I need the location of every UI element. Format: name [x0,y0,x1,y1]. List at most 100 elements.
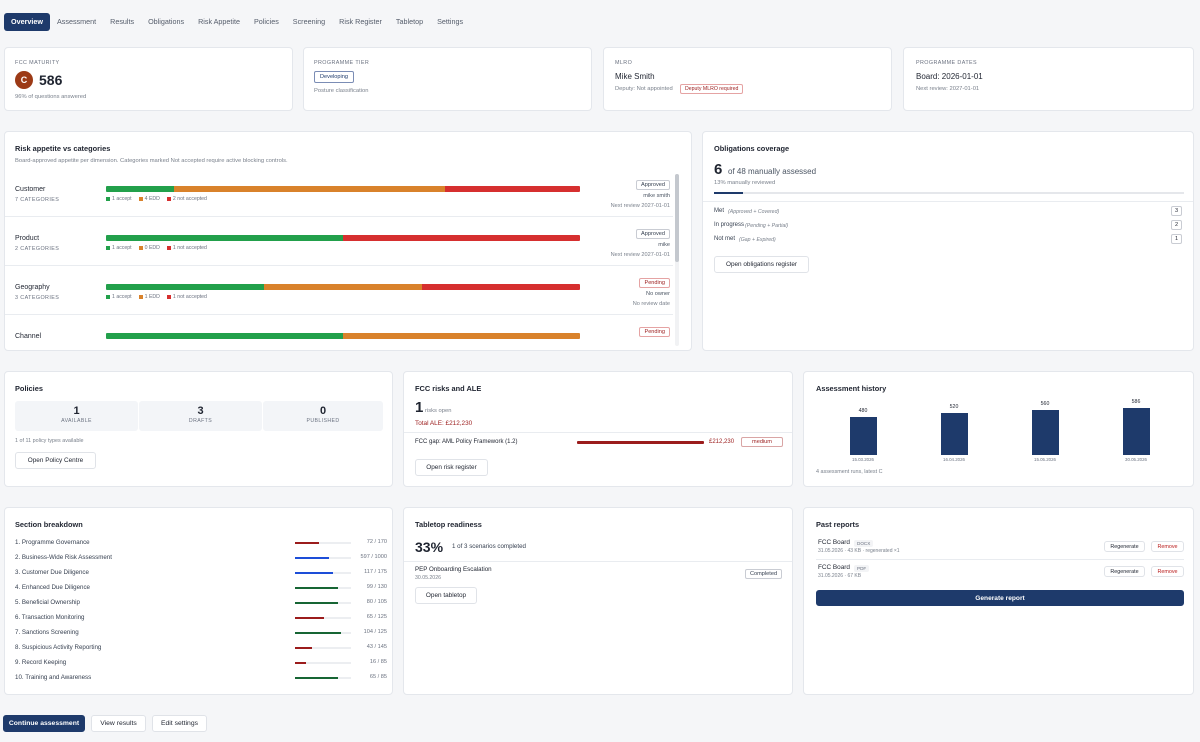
tab-overview[interactable]: Overview [4,13,50,31]
maturity-avatar: C [15,71,33,89]
legend-swatch [138,245,143,250]
legend-item: 1 accept [106,245,132,251]
legend-item: 1 accept [106,294,132,300]
section-progress-fill [295,647,312,649]
risk-appetite-scrollbar[interactable] [675,174,679,346]
legend-item: 2 not accepted [166,196,207,202]
tab-tabletop[interactable]: Tabletop [395,17,424,26]
section-score: 117 / 175 [364,569,387,575]
next-review-date: Next review: 2027-01-01 [916,86,980,92]
risk-item-name[interactable]: FCC gap: AML Policy Framework (1.2) [415,439,518,445]
open-policy-centre-button[interactable]: Open Policy Centre [15,452,96,469]
category-name: Product [15,235,40,242]
assessment-history-sub: 4 assessment runs, latest C [816,469,883,475]
section-progress-track [295,647,351,649]
section-score: 16 / 85 [369,659,387,665]
legend-swatch [106,245,110,250]
report-format-badge: PDF [854,565,870,572]
regenerate-report-button[interactable]: Regenerate [1104,566,1145,577]
policies-drafts: 3 DRAFTS [139,401,262,431]
appetite-segment-accept [106,284,264,290]
report-name: FCC Board [818,564,850,571]
scenario-completed-badge: Completed [745,569,783,579]
history-date: 15.03.2026 [852,457,874,462]
policies-drafts-label: DRAFTS [188,418,213,424]
open-obligations-register-button[interactable]: Open obligations register [714,256,809,273]
obligation-status-count: 3 [1171,206,1182,216]
tab-risk-register[interactable]: Risk Register [339,17,382,26]
open-risk-register-button[interactable]: Open risk register [415,459,488,476]
tier-card: PROGRAMME TIER Developing Posture classi… [303,47,592,111]
appetite-bar [106,235,580,241]
category-count: 3 CATEGORIES [15,295,60,301]
appetite-segment-edd [343,333,580,339]
section-progress-track [295,572,351,574]
report-name: FCC Board [818,539,850,546]
legend-text: 1 accept [112,294,132,300]
legend-swatch [138,196,143,201]
section-score: 72 / 170 [366,539,387,545]
remove-report-button[interactable]: Remove [1151,541,1184,552]
section-progress-fill [295,572,333,574]
legend-item: 1 not accepted [166,245,207,251]
history-value: 560 [1040,401,1050,408]
legend-swatch [166,294,171,299]
tab-assessment[interactable]: Assessment [56,17,97,26]
section-row: 1. Programme Governance 72 / 170 [15,536,391,551]
category-name: Geography [15,284,50,291]
tabletop-title: Tabletop readiness [415,520,482,529]
generate-report-button[interactable]: Generate report [816,590,1184,606]
tab-obligations[interactable]: Obligations [148,17,185,26]
section-row: 5. Beneficial Ownership 80 / 105 [15,596,391,611]
appetite-bar [106,284,580,290]
policies-sub: 1 of 11 policy types available [15,438,84,444]
appetite-bar [106,333,580,339]
appetite-owner: mike smith [643,193,670,199]
obligations-progress-fill [714,192,743,194]
legend-swatch [166,245,171,250]
section-progress-fill [295,557,329,559]
appetite-segment-edd [263,284,422,290]
row-divider [5,216,673,217]
scrollbar-thumb[interactable] [675,174,679,262]
tab-screening[interactable]: Screening [292,17,326,26]
tab-policies[interactable]: Policies [254,17,279,26]
tab-results[interactable]: Results [110,17,135,26]
section-row: 7. Sanctions Screening 104 / 125 [15,626,391,641]
category-count: 7 CATEGORIES [15,197,60,203]
regenerate-report-button[interactable]: Regenerate [1104,541,1145,552]
risks-open-label: risks open [425,408,452,414]
appetite-legend: 1 accept 1 EDD 1 not accepted [106,294,207,300]
appetite-review: No review date [632,301,670,307]
obligations-title: Obligations coverage [714,144,790,153]
scenario-name[interactable]: PEP Onboarding Escalation [415,566,492,573]
fcc-risks-title: FCC risks and ALE [415,384,482,393]
section-progress-track [295,662,351,664]
legend-item: 1 EDD [138,294,160,300]
continue-assessment-button[interactable]: Continue assessment [3,715,85,732]
remove-report-button[interactable]: Remove [1151,566,1184,577]
edit-settings-button[interactable]: Edit settings [152,715,207,732]
section-row: 4. Enhanced Due Diligence 99 / 130 [15,581,391,596]
maturity-label: FCC MATURITY [15,60,60,66]
obligations-pct: 13% manually reviewed [714,180,776,186]
legend-text: 2 not accepted [172,196,207,202]
tab-risk-appetite[interactable]: Risk Appetite [198,17,241,26]
past-reports-card: Past reports FCC Board DOCX 31.05.2026 · 4… [803,507,1194,695]
tab-settings[interactable]: Settings [437,17,464,26]
section-name: 5. Beneficial Ownership [15,599,81,606]
report-meta: 31.05.2026 · 43 KB · regenerated ×1 [818,548,900,554]
legend-swatch [166,196,171,201]
policies-available-count: 1 [73,405,80,417]
appetite-segment-not [343,235,580,241]
appetite-status-badge: Pending [639,278,670,288]
category-name: Customer [15,186,46,193]
tier-label: PROGRAMME TIER [314,60,370,66]
obligation-status-hint: (Approved + Covered) [728,208,780,215]
open-tabletop-button[interactable]: Open tabletop [415,587,477,604]
obligation-status-label: Not met [714,236,736,242]
section-progress-track [295,632,351,634]
appetite-segment-not [421,284,580,290]
section-progress-fill [295,677,338,679]
view-results-button[interactable]: View results [91,715,146,732]
